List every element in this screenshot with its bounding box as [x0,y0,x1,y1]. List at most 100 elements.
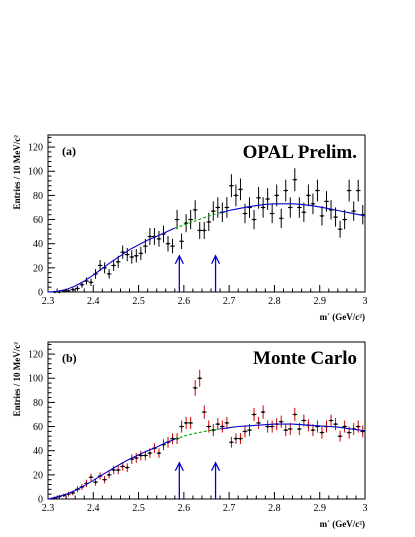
x-tick-label: 2.3 [42,503,55,514]
data-point [334,216,337,219]
data-point [207,425,210,428]
data-point [112,468,115,472]
data-point [121,465,124,468]
data-point [71,288,75,291]
data-point [252,413,256,416]
data-point [216,423,219,426]
x-axis-title: m´ (GeV/c²) [320,519,365,529]
data-point [343,425,346,428]
data-point [135,456,138,460]
data-point [185,421,188,425]
data-point [352,209,355,213]
data-point [343,218,346,221]
axis-ticks: 2.3 2.4 2.5 2.6 2.7 2.8 2.9 3 0 20 40 60 80 100 120 [28,343,368,514]
data-point [316,189,319,192]
data-point [144,454,147,457]
data-point [298,206,301,209]
data-point [266,425,269,428]
data-point [166,242,170,245]
signal-window-arrowhead [174,461,184,472]
signal-window-arrowhead [210,254,221,265]
data-point [80,283,84,286]
data-point [230,441,233,444]
fit-curve-interpolated [174,212,221,229]
data-marks [47,369,366,500]
y-tick-label: 20 [33,263,43,274]
data-point [108,272,111,275]
data-point [293,413,296,416]
y-tick-label: 80 [33,191,43,202]
data-point [98,264,102,267]
data-point [275,194,278,197]
data-point [338,435,342,438]
data-point [357,189,360,192]
panel-b: (b) Monte Carlo m´ (GeV/c²) Entries / 10… [12,341,368,529]
data-point [216,206,219,209]
x-tick-label: 2.4 [87,503,100,514]
data-point [189,421,192,425]
data-point [198,377,201,380]
data-point [117,260,120,263]
x-tick-label: 2.6 [178,296,191,307]
data-point [207,220,210,224]
y-tick-label: 120 [28,143,43,154]
y-tick-label: 100 [28,374,43,385]
data-point [252,218,256,221]
data-point [234,437,238,440]
data-point [262,410,265,414]
y-tick-label: 80 [33,398,43,409]
panel-a: (a) OPAL Prelim. m´ (GeV/c²) Entries / 1… [12,134,368,322]
x-tick-label: 3 [363,503,368,514]
data-point [262,206,265,209]
x-tick-label: 2.5 [132,503,145,514]
x-tick-label: 2.4 [87,296,100,307]
data-point [320,431,324,434]
y-tick-label: 40 [33,239,43,250]
x-tick-label: 2.7 [223,296,236,307]
data-point [175,218,179,221]
data-point [243,212,247,215]
data-point [293,178,296,181]
data-point [130,255,133,259]
y-axis-title: Entries / 10 MeV/c² [12,342,22,417]
chart-title: Monte Carlo [253,348,357,369]
fit-curve [219,203,366,217]
data-point [76,287,79,290]
data-point [89,476,93,479]
data-point [148,235,151,238]
data-point [103,478,106,481]
data-point [271,425,274,428]
data-point [266,197,269,201]
data-point [257,421,260,425]
panel-label: (b) [62,351,77,365]
data-point [89,281,93,284]
y-tick-label: 0 [38,288,43,299]
fit-curve-interpolated [174,428,221,440]
data-point [225,421,228,425]
x-tick-label: 2.8 [268,503,281,514]
y-tick-label: 60 [33,215,43,226]
data-point [126,253,129,256]
data-point [171,437,174,440]
data-point [157,452,161,455]
data-point [126,466,129,469]
data-point [230,184,233,187]
x-tick-label: 2.3 [42,296,55,307]
data-point [248,429,251,432]
y-tick-label: 0 [38,495,43,506]
data-point [180,240,183,243]
data-point [348,189,351,192]
signal-window-arrowhead [210,461,221,472]
y-tick-label: 100 [28,167,43,178]
data-point [348,431,351,434]
data-point [203,410,206,414]
chart-title: OPAL Prelim. [243,142,357,163]
x-axis-title: m´ (GeV/c²) [320,312,365,322]
plot-frame [47,341,366,500]
data-point [302,211,305,214]
data-point [194,208,197,211]
data-point [112,264,115,267]
data-point [144,245,147,248]
data-point [198,229,201,232]
fit-curve [47,438,176,500]
